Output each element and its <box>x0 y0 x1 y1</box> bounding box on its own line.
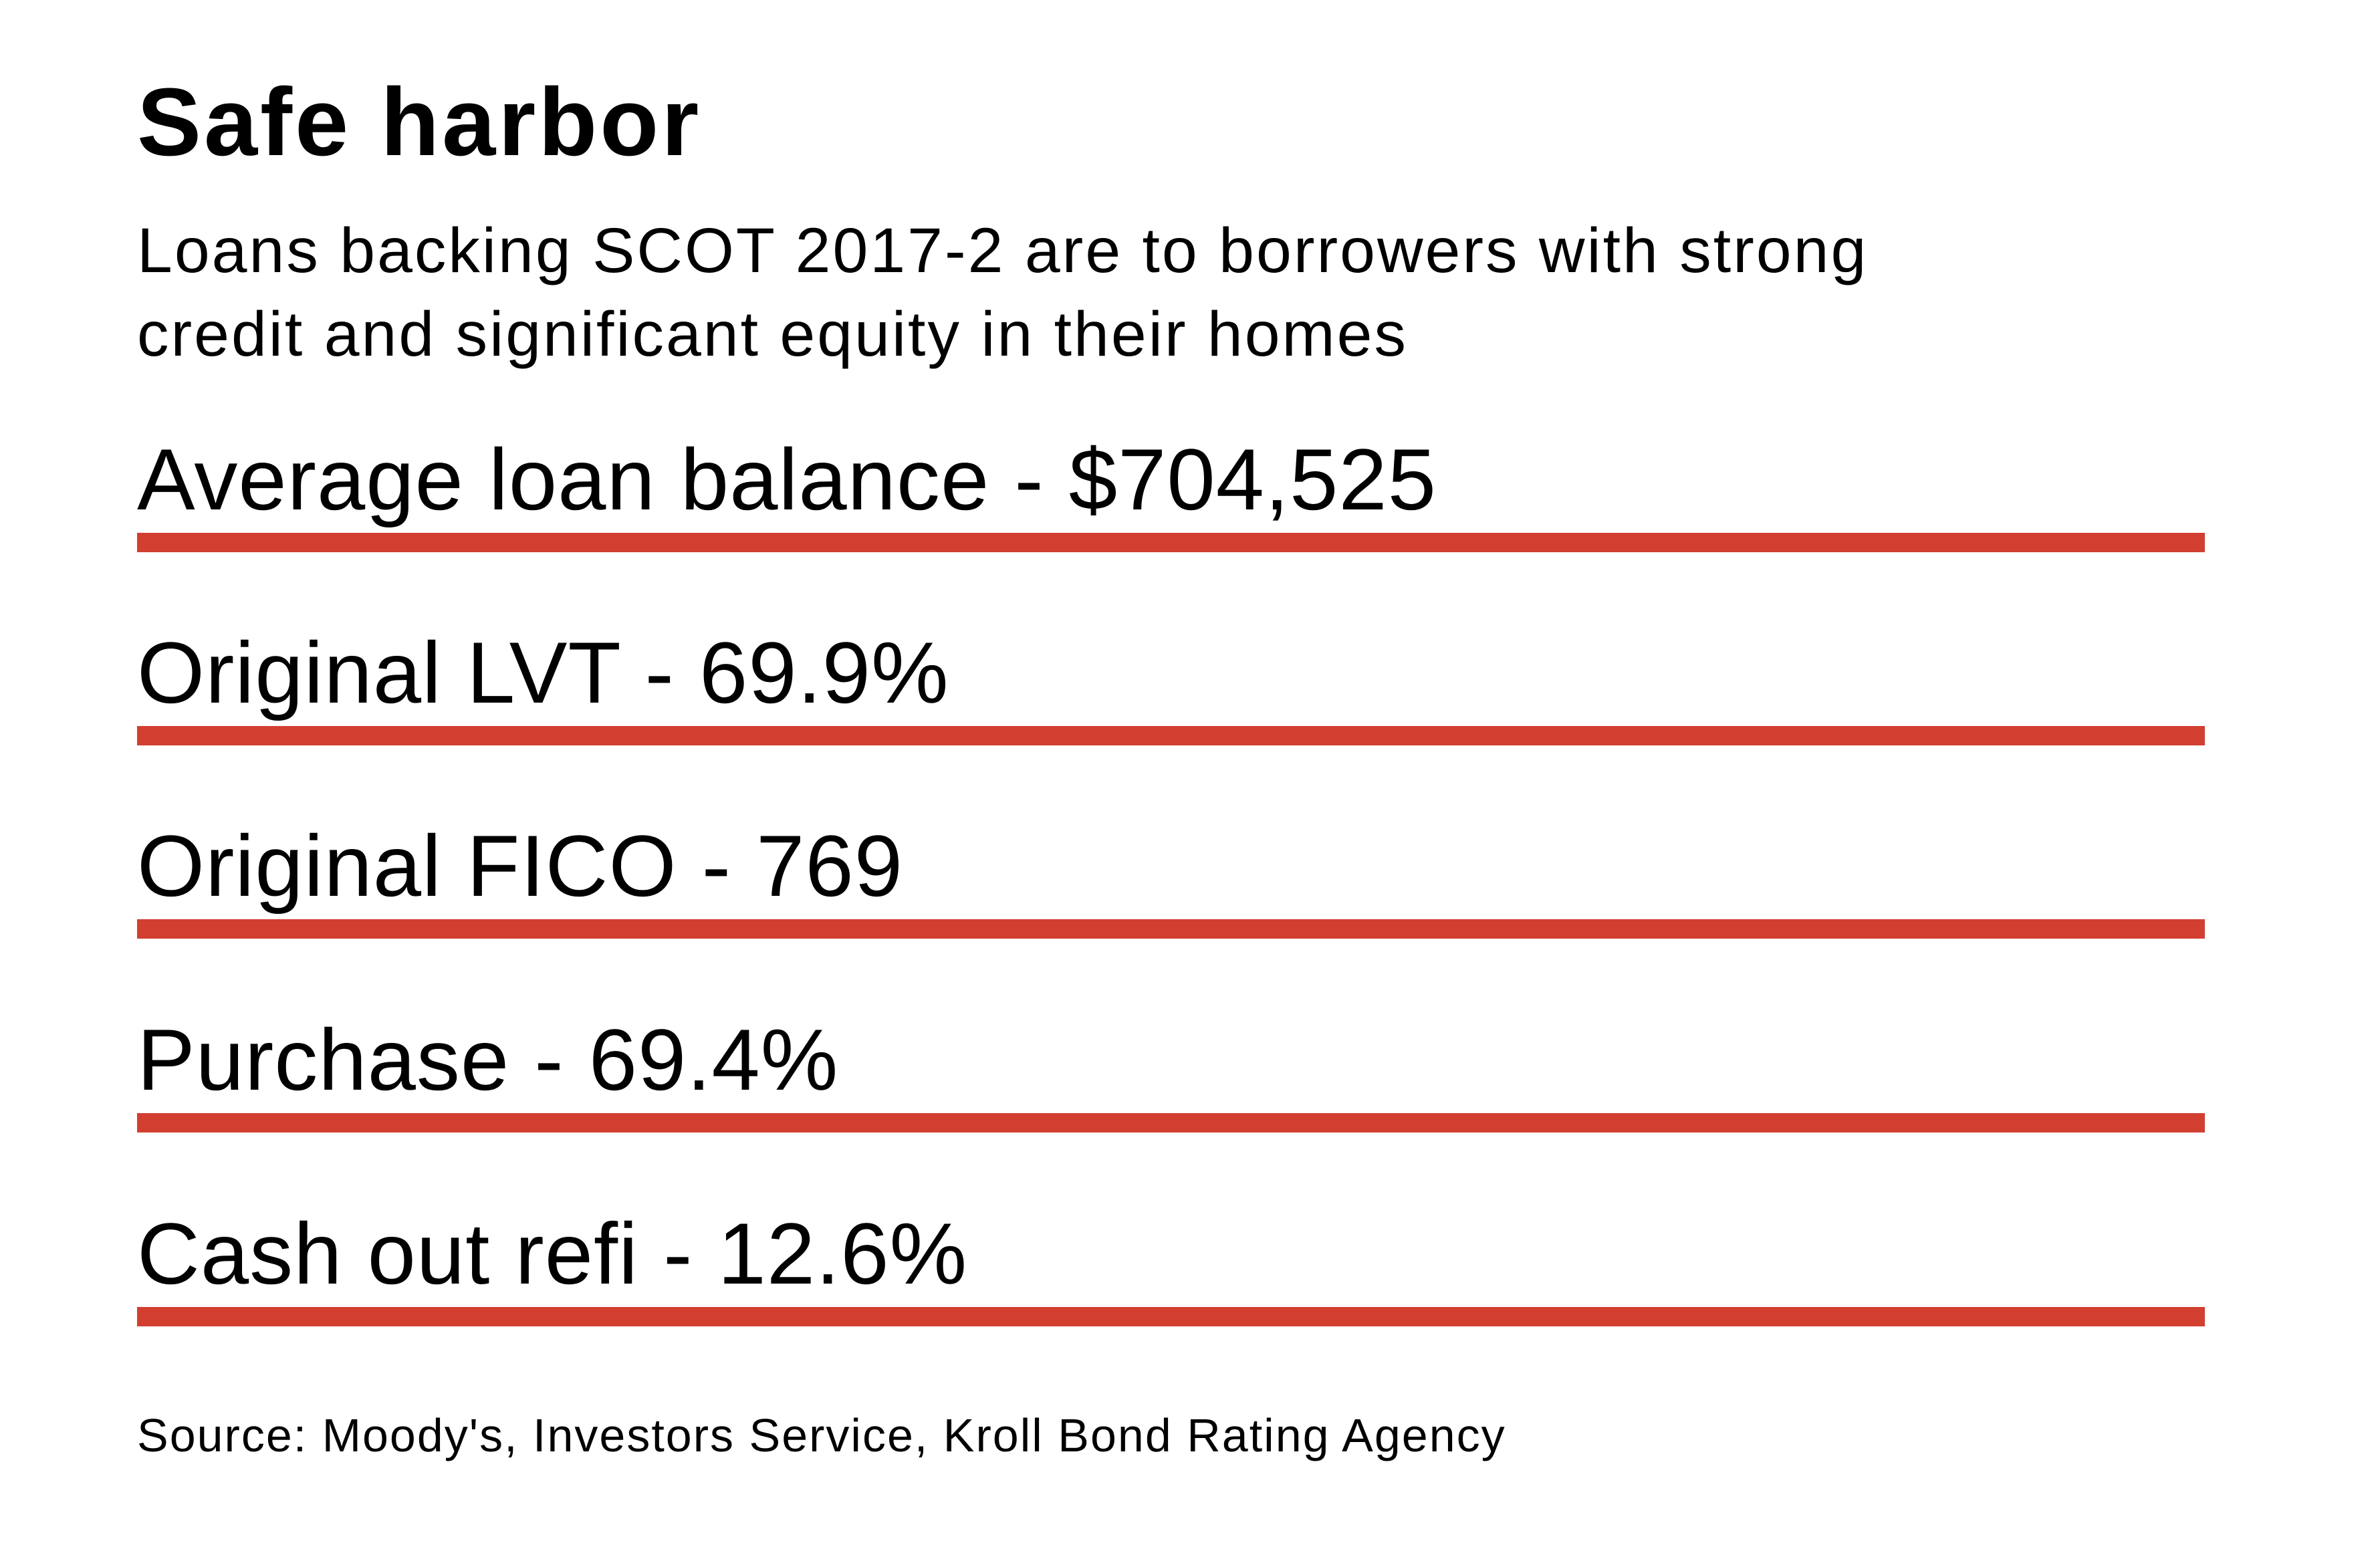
page-title: Safe harbor <box>137 68 702 176</box>
stat-original-lvt: Original LVT - 69.9% <box>137 624 949 721</box>
source-attribution: Source: Moody's, Investors Service, Krol… <box>137 1409 1506 1461</box>
stat-underline <box>137 726 2205 745</box>
stat-underline <box>137 1307 2205 1326</box>
subtitle-line-2: credit and significant equity in their h… <box>137 299 1409 370</box>
stat-underline <box>137 533 2205 552</box>
stat-cash-out-refi: Cash out refi - 12.6% <box>137 1205 968 1302</box>
subtitle: Loans backing SCOT 2017-2 are to borrowe… <box>137 209 1868 376</box>
stat-underline <box>137 919 2205 939</box>
subtitle-line-1: Loans backing SCOT 2017-2 are to borrowe… <box>137 215 1869 286</box>
stat-average-loan-balance: Average loan balance - $704,525 <box>137 431 1437 528</box>
stat-original-fico: Original FICO - 769 <box>137 817 904 915</box>
stat-underline <box>137 1113 2205 1132</box>
stat-purchase: Purchase - 69.4% <box>137 1011 839 1108</box>
